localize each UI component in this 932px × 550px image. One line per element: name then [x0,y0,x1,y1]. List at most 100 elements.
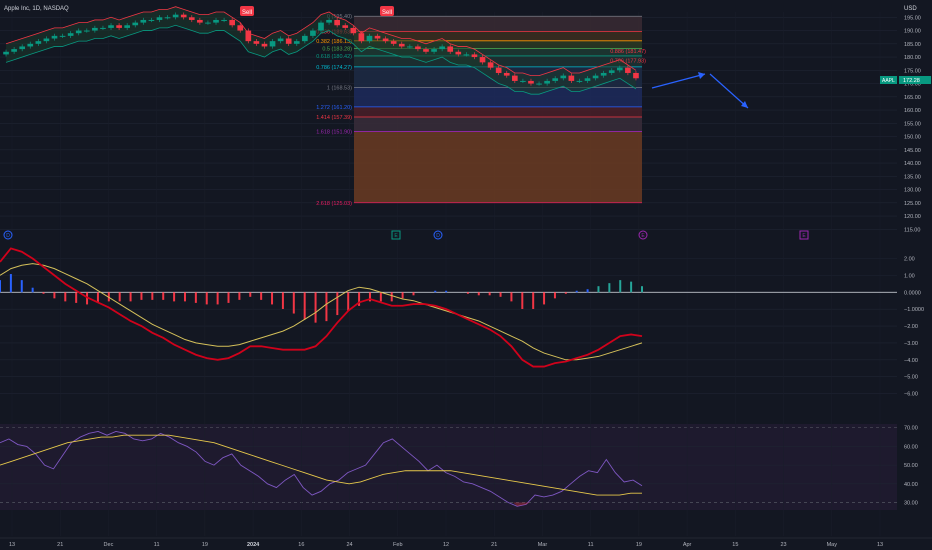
fibonacci-retracement[interactable]: 0 (195.40)0.236 (189.63)0.382 (186.13)0.… [316,14,646,207]
candle-body [366,35,373,42]
dividend-marker-1-label: D [6,233,10,239]
time-tick-label: 23 [780,542,786,548]
macd-tick-label: 0.0000 [904,290,921,296]
fib-zone [354,48,642,56]
fib-zone [354,106,642,117]
price-tick-label: 155.00 [904,121,921,127]
rsi-ma-line [0,434,642,496]
time-tick-label: May [827,542,838,548]
candle-body [326,19,332,23]
dividend-marker-2[interactable] [433,230,443,240]
candle-body [229,19,235,26]
candle-body [197,19,203,23]
dividend-marker-1[interactable] [3,230,13,240]
candle-body [35,41,42,44]
signal-labels: Sell Sell [240,6,394,16]
projection-arrows[interactable] [651,72,749,109]
symbol-price-tag [880,76,897,84]
candle-body [495,67,502,73]
earnings-marker-1[interactable] [391,230,401,240]
rsi-oversold-fill [513,502,531,507]
sell-signal-2[interactable] [380,6,394,16]
candle-body [608,70,615,73]
fib-level-label: 0.5 (183.28) [322,46,352,52]
time-tick-label: Apr [683,542,692,548]
candle-body [625,67,631,73]
fib-zone [354,40,642,49]
candle-body [116,25,122,28]
candle-body [447,46,454,52]
candle-body [188,17,195,20]
candle-body [19,46,26,50]
fib-level-label: 1.618 (151.90) [316,130,352,136]
macd-tick-label: −6.00 [904,392,918,398]
rsi-line [0,431,643,507]
fib-level-label: 0 (195.40) [327,14,352,20]
macd-tick-label: −4.00 [904,358,918,364]
time-axis[interactable]: 13 21 Dec 11 19 2024 16 24 Feb 12 21 Mar 11 19 Apr 15 23… [0,537,932,548]
candle-body [51,35,58,39]
macd-panel[interactable] [0,247,897,368]
candle-body [471,54,478,58]
earnings-marker-1-label: E [394,233,398,239]
time-tick-label: 16 [298,542,304,548]
fib-zone [354,87,642,107]
projection-arrowhead-down [741,101,748,108]
time-tick-label: 13 [9,542,15,548]
candle-body [479,57,486,63]
rsi-tick-label: 50.00 [904,463,918,469]
time-tick-label: Mar [538,542,548,548]
time-tick-label: 19 [636,542,642,548]
candle-body [318,22,324,31]
candle-body [124,25,131,28]
projection-arrow-down[interactable] [709,73,749,109]
time-tick-label: 15 [732,542,738,548]
candle-body [156,17,163,20]
price-tick-label: 185.00 [904,42,921,48]
candle-body [342,25,349,28]
sell-signal-1-label: Sell [242,10,252,16]
candle-body [237,25,244,31]
candle-body [140,19,147,23]
macd-tick-label: 1.00 [904,273,915,279]
fib-level-label: 1.272 (161.20) [316,105,352,111]
macd-tick-label: −5.00 [904,375,918,381]
price-tick-label: 120.00 [904,214,921,220]
price-tick-label: 190.00 [904,29,921,35]
candle-body [221,19,227,21]
sell-signal-1[interactable] [240,6,254,16]
candle-body [503,72,510,76]
candle-body [439,46,445,50]
dividend-marker-2-label: D [436,233,440,239]
candle-body [269,41,276,47]
fib-zone [354,31,642,41]
price-axis[interactable]: 195.00 190.00 185.00 180.00 175.00 170.00 165.… [904,15,921,233]
candle-body [536,83,542,85]
candle-body [584,78,591,81]
candle-body [310,30,316,36]
candle-body [568,75,575,81]
rsi-tick-label: 60.00 [904,444,918,450]
candle-body [544,80,550,84]
fib-level-label: 0.382 (186.13) [316,39,352,45]
fib-level-label: 1.414 (157.39) [316,115,352,121]
candle-body [633,72,639,79]
macd-tick-label: −1.0000 [904,307,924,313]
earnings-marker-3[interactable] [799,230,809,240]
candle-body [277,38,284,42]
rsi-panel[interactable] [0,431,643,507]
candle-body [67,33,74,36]
price-tick-label: 125.00 [904,201,921,207]
earnings-marker-2[interactable] [638,230,648,240]
time-tick-label: 24 [346,542,352,548]
projection-arrow-up[interactable] [651,73,706,89]
fib-extension-label: 0.886 (181.47) [610,49,646,55]
candle-body [407,46,413,48]
rsi-tick-label: 30.00 [904,501,918,507]
price-tick-label: 145.00 [904,148,921,154]
projection-arrowhead-up [698,72,705,79]
price-tick-label: 135.00 [904,174,921,180]
candle-body [511,75,518,81]
candle-body [382,38,389,42]
